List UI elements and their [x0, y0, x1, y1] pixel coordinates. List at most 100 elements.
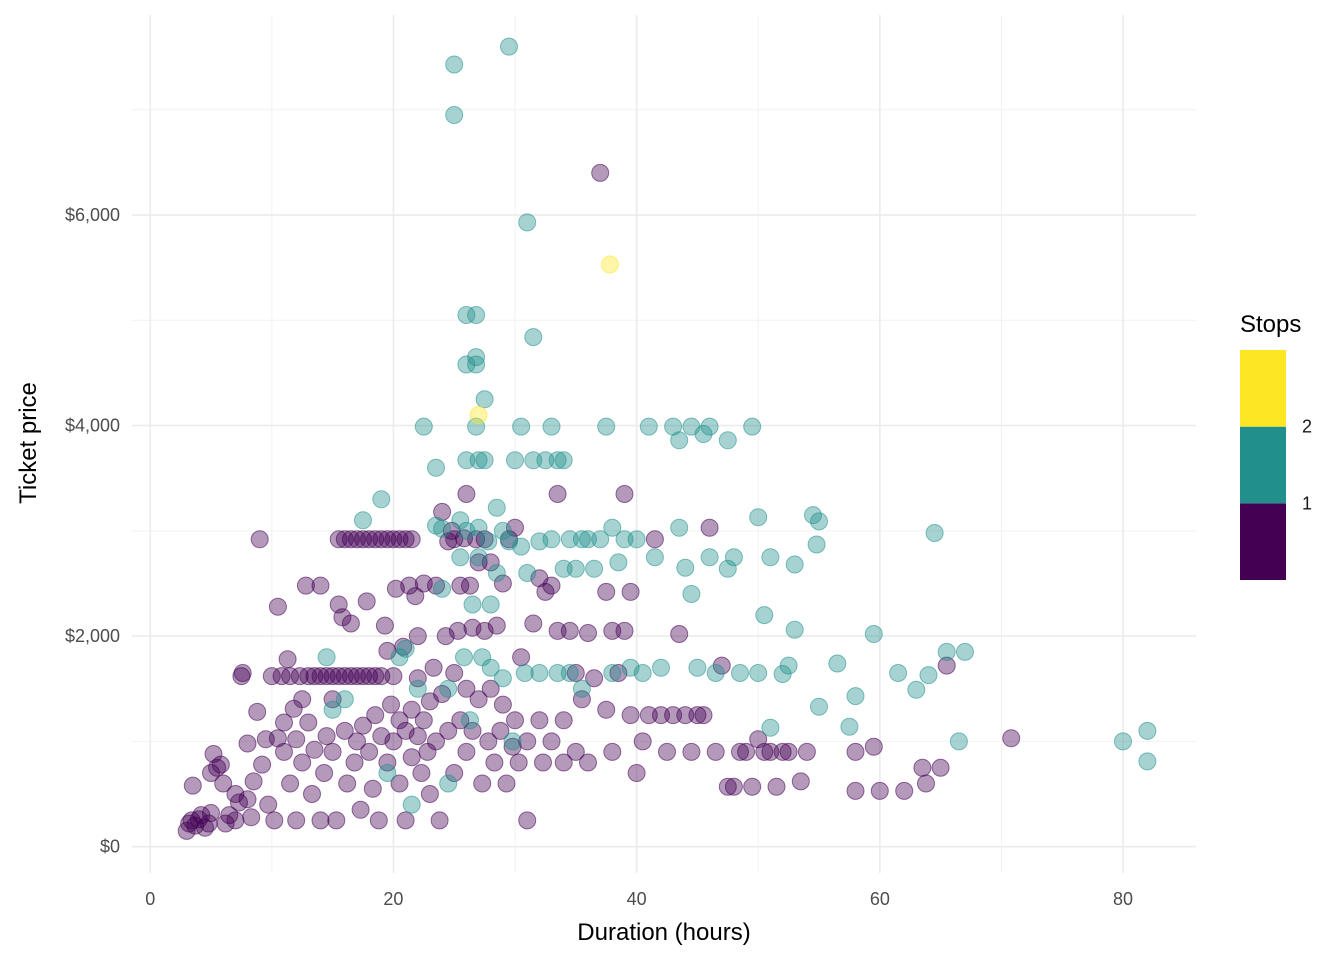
data-point	[299, 667, 318, 686]
data-point	[566, 664, 585, 682]
data-point	[248, 702, 267, 721]
data-point	[603, 742, 622, 761]
data-point	[475, 390, 494, 409]
data-point	[354, 667, 372, 686]
data-point	[633, 664, 652, 682]
legend-tick-label: 2	[1302, 417, 1312, 437]
data-point	[621, 706, 640, 725]
data-point	[779, 742, 798, 761]
data-point	[688, 658, 707, 677]
data-point	[457, 742, 476, 761]
data-point	[396, 811, 415, 830]
data-point	[919, 666, 938, 685]
data-point	[491, 721, 510, 740]
data-point	[275, 713, 293, 732]
data-point	[731, 742, 749, 761]
data-point	[566, 559, 585, 578]
data-point	[615, 621, 634, 640]
data-point	[566, 742, 585, 761]
data-point	[473, 774, 492, 793]
data-point	[363, 779, 382, 798]
data-point	[475, 451, 494, 470]
data-point	[394, 637, 413, 656]
data-point	[360, 742, 379, 761]
data-point	[530, 711, 549, 730]
data-point	[761, 718, 780, 737]
data-point	[402, 530, 421, 549]
data-point	[323, 667, 342, 686]
data-point	[439, 679, 458, 698]
data-point	[670, 518, 689, 537]
data-point	[433, 519, 452, 538]
data-point	[785, 620, 804, 639]
data-point	[461, 576, 479, 595]
data-point	[360, 530, 379, 549]
data-point	[694, 706, 713, 725]
data-point	[366, 667, 385, 686]
data-point	[341, 614, 360, 633]
series-stops-0	[177, 163, 1021, 840]
data-point	[457, 306, 476, 324]
data-point	[238, 790, 257, 809]
data-point	[354, 511, 372, 530]
data-point	[627, 764, 646, 782]
x-tick-label: 60	[870, 889, 890, 909]
data-point	[810, 697, 828, 716]
data-point	[348, 732, 366, 751]
data-point	[275, 742, 293, 761]
data-point	[645, 548, 664, 567]
data-point	[372, 490, 391, 509]
data-point	[534, 753, 552, 772]
data-point	[384, 530, 403, 549]
legend-color-segment	[1240, 350, 1286, 427]
data-point	[889, 664, 908, 682]
data-point	[467, 417, 486, 436]
data-point	[354, 530, 372, 549]
data-point	[481, 679, 500, 698]
data-point	[718, 559, 737, 578]
data-point	[445, 106, 464, 124]
data-point	[554, 711, 573, 730]
data-point	[372, 727, 391, 746]
data-point	[406, 587, 425, 606]
data-point	[445, 764, 464, 782]
data-point	[469, 518, 488, 537]
data-point	[354, 716, 372, 735]
data-point	[457, 485, 476, 503]
data-point	[433, 579, 452, 598]
y-tick-label: $0	[100, 837, 120, 857]
data-point	[463, 721, 482, 740]
data-point	[396, 530, 415, 549]
data-point	[335, 530, 354, 549]
minor-gridlines	[132, 15, 1196, 873]
data-point	[335, 690, 354, 709]
data-point	[731, 664, 749, 682]
data-point	[469, 451, 488, 470]
data-point	[1002, 729, 1021, 748]
data-point	[518, 213, 537, 232]
data-point	[329, 667, 348, 686]
data-point	[530, 664, 549, 682]
data-point	[917, 774, 935, 793]
data-point	[864, 625, 883, 643]
data-point	[925, 524, 944, 542]
data-point	[445, 664, 464, 682]
data-point	[761, 742, 780, 761]
data-point	[329, 530, 348, 549]
legend-colorbar	[1240, 350, 1286, 580]
data-point	[214, 774, 233, 793]
y-axis-title: Ticket price	[15, 382, 42, 504]
data-point	[840, 717, 859, 736]
data-point	[548, 664, 567, 682]
data-point	[956, 642, 974, 661]
data-point	[335, 721, 354, 740]
data-point	[327, 811, 346, 830]
data-point	[451, 511, 470, 530]
data-point	[700, 518, 719, 537]
legend-title: Stops	[1240, 311, 1301, 338]
data-point	[797, 742, 816, 761]
data-point	[420, 785, 439, 803]
data-point	[390, 711, 409, 730]
data-point	[408, 679, 427, 698]
